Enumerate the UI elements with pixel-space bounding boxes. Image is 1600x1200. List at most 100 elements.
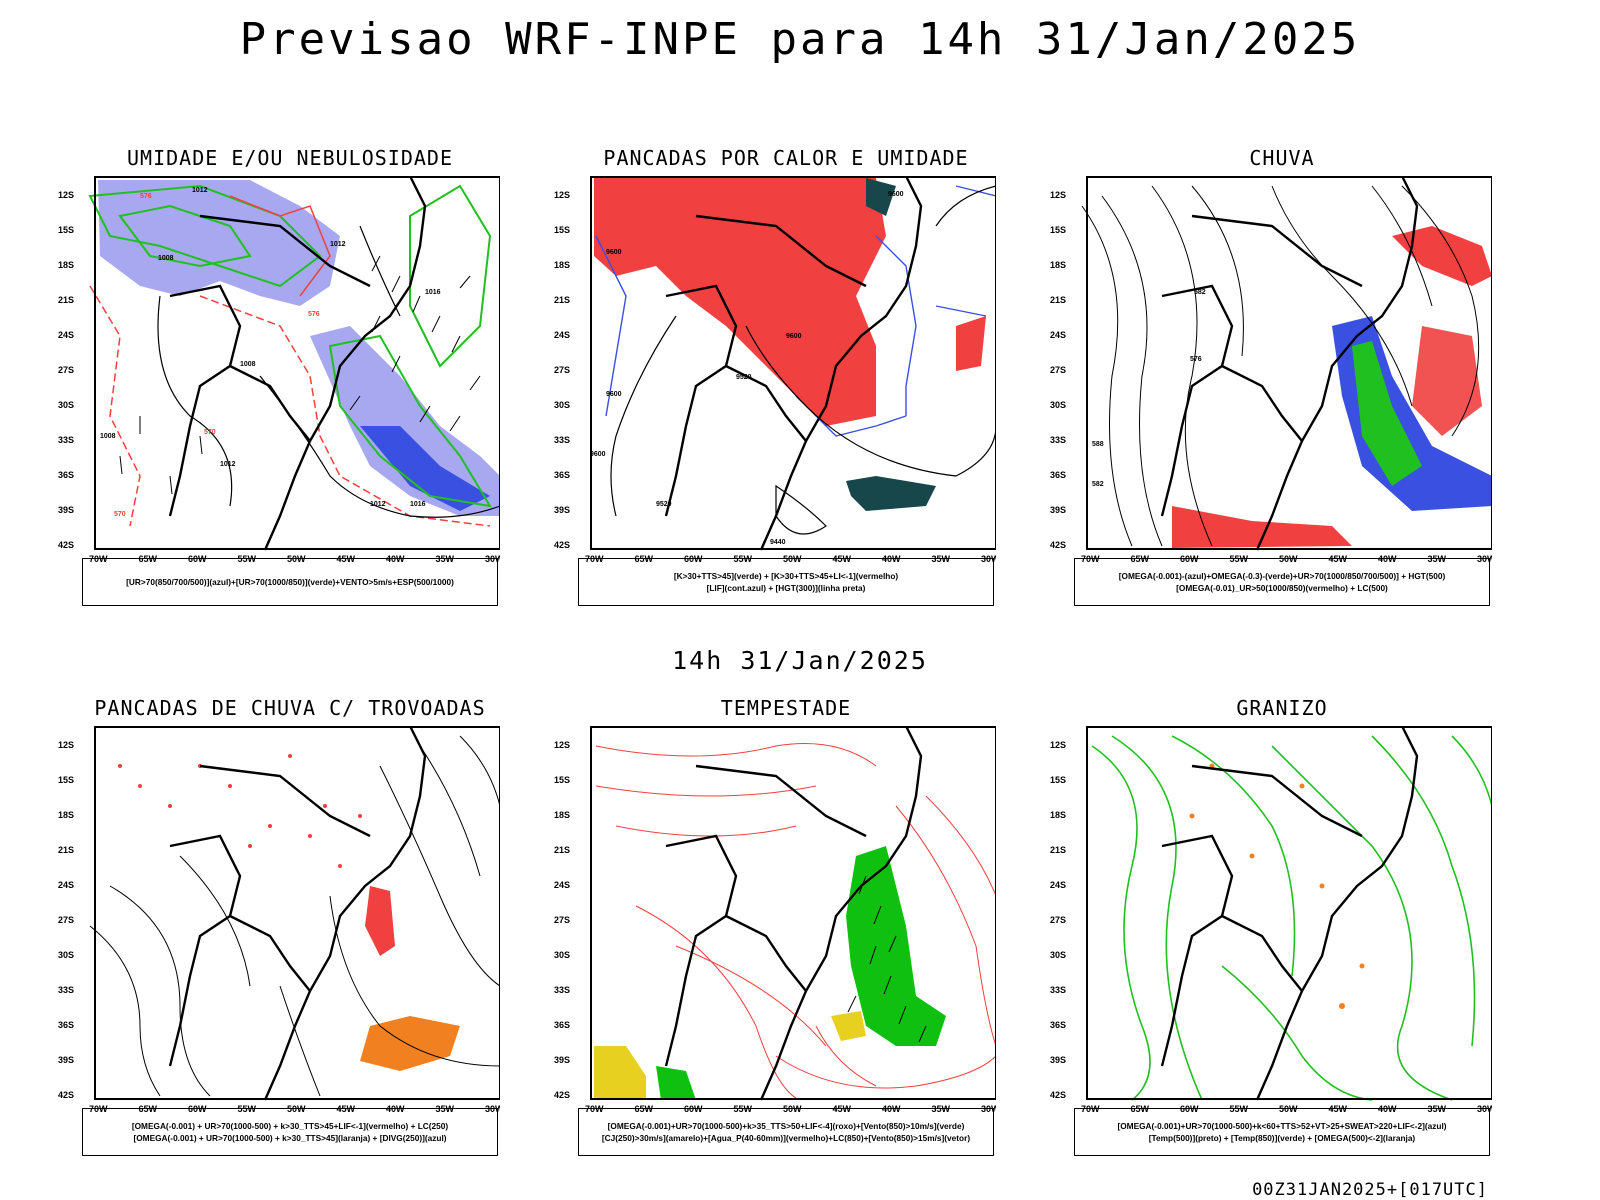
lon-tick-label: 55W (734, 1104, 753, 1114)
contour-label: 1012 (220, 461, 236, 468)
lat-tick-label: 36S (58, 1020, 74, 1030)
legend-line: [OMEGA(-0.001) + UR>70(1000-500) + k>30_… (131, 1121, 449, 1131)
orange-specks (1189, 763, 1365, 1009)
lon-tick-label: 45W (337, 554, 356, 564)
lat-tick-label: 21S (554, 845, 570, 855)
contour-label: 582 (1194, 289, 1206, 296)
lon-tick-label: 50W (287, 554, 306, 564)
contour-label: 9600 (786, 333, 802, 340)
lat-tick-label: 39S (1050, 505, 1066, 515)
legend-box: [K>30+TTS>45](verde) + [K>30+TTS>45+LI<-… (578, 558, 994, 606)
teal-fill-south (846, 476, 936, 511)
lon-tick-label: 30W (981, 1104, 996, 1114)
lat-tick-label: 42S (58, 1090, 74, 1100)
lat-tick-label: 33S (1050, 435, 1066, 445)
lat-tick-label: 39S (554, 505, 570, 515)
lat-tick-label: 33S (554, 435, 570, 445)
map-chuva: 582 576 582 588 12S 15S 18S 21S 24S 27S 30S 33S… (1050, 176, 1492, 564)
map-pancadas-trovoadas: 12S 15S 18S 21S 24S 27S 30S 33S 36S 39S 42S 70W 65W 6… (58, 726, 500, 1114)
green-contour-north-2 (118, 204, 252, 268)
lon-tick-label: 40W (386, 1104, 405, 1114)
lon-tick-label: 50W (287, 1104, 306, 1114)
red-fill-main (594, 178, 886, 426)
contour-label: 9520 (736, 374, 752, 381)
lat-tick-label: 36S (554, 470, 570, 480)
lon-tick-label: 60W (1180, 554, 1199, 564)
lat-tick-label: 36S (554, 1020, 570, 1030)
green-wind-fill-2 (656, 1066, 696, 1100)
continent-outline (664, 176, 923, 551)
legend-line: [Temp(500)](preto) + [Temp(850)](verde) … (1148, 1133, 1416, 1143)
lat-tick-label: 30S (58, 400, 74, 410)
panel-title: PANCADAS DE CHUVA C/ TROVOADAS (94, 696, 486, 720)
lon-tick-label: 60W (684, 1104, 703, 1114)
panel-title: UMIDADE E/OU NEBULOSIDADE (126, 146, 454, 170)
lon-tick-label: 60W (188, 554, 207, 564)
lon-tick-label: 65W (139, 1104, 158, 1114)
contour-label: 9440 (770, 539, 786, 546)
lon-tick-label: 65W (1131, 1104, 1150, 1114)
lat-tick-label: 24S (1050, 880, 1066, 890)
lat-tick-label: 18S (58, 810, 74, 820)
panel-tempestade: TEMPESTADE 12S 15S 18S 2 (554, 696, 996, 1176)
lon-tick-label: 70W (1081, 554, 1100, 564)
lat-tick-label: 39S (58, 1055, 74, 1065)
lon-tick-label: 65W (1131, 554, 1150, 564)
lon-tick-label: 70W (585, 1104, 604, 1114)
panel-title: TEMPESTADE (720, 696, 852, 720)
lon-tick-label: 30W (981, 554, 996, 564)
lon-tick-label: 55W (238, 1104, 257, 1114)
lat-tick-label: 15S (554, 775, 570, 785)
lon-tick-label: 65W (635, 1104, 654, 1114)
red-fill-south (816, 336, 876, 416)
lon-tick-label: 70W (89, 554, 108, 564)
lat-tick-label: 42S (58, 540, 74, 550)
continent-outline (664, 726, 923, 1101)
contour-label: 570 (204, 429, 216, 436)
lat-tick-label: 39S (554, 1055, 570, 1065)
panel-title: PANCADAS POR CALOR E UMIDADE (603, 146, 969, 170)
contour-label: 9600 (606, 249, 622, 256)
lat-tick-label: 12S (554, 740, 570, 750)
continent-outline (168, 176, 427, 551)
contour-label: 576 (308, 311, 320, 318)
teal-fill-north (866, 178, 896, 216)
contour-label: 9600 (888, 191, 904, 198)
red-specks (118, 754, 362, 868)
lon-tick-label: 35W (436, 1104, 455, 1114)
lat-tick-label: 24S (554, 880, 570, 890)
continent-outline (168, 726, 427, 1101)
lat-tick-label: 42S (1050, 540, 1066, 550)
lon-tick-label: 40W (882, 1104, 901, 1114)
lat-tick-label: 21S (58, 845, 74, 855)
lat-tick-label: 27S (554, 915, 570, 925)
lat-tick-label: 33S (554, 985, 570, 995)
panel-title: GRANIZO (1236, 696, 1328, 720)
map-labels: 1012 1008 1012 1016 1008 1012 1012 1016 … (100, 187, 441, 518)
contour-label: 1008 (158, 255, 174, 262)
lat-tick-label: 18S (554, 810, 570, 820)
lon-tick-label: 45W (1329, 554, 1348, 564)
panel-granizo: GRANIZO 12S 15S 18S 21S 24S 27S 30S 33S 36S 39S 42… (1050, 696, 1492, 1176)
lat-tick-label: 39S (58, 505, 74, 515)
lon-tick-label: 30W (485, 1104, 500, 1114)
red-fill-ocean (956, 316, 986, 371)
subtitle: 14h 31/Jan/2025 (672, 646, 928, 675)
panel-chuva: CHUVA 582 576 582 588 12S 15S 18S 21S (1050, 146, 1492, 626)
contour-label: 576 (1190, 356, 1202, 363)
lon-tick-label: 35W (932, 554, 951, 564)
lat-tick-label: 18S (1050, 810, 1066, 820)
lat-tick-label: 21S (1050, 845, 1066, 855)
contour-label: 1008 (240, 361, 256, 368)
lat-tick-label: 15S (58, 775, 74, 785)
lon-tick-label: 50W (1279, 1104, 1298, 1114)
contour-label: 588 (1092, 441, 1104, 448)
lat-tick-label: 18S (1050, 260, 1066, 270)
lon-tick-label: 30W (485, 554, 500, 564)
map-frame (590, 176, 996, 550)
map-frame (1086, 176, 1492, 550)
lat-tick-label: 12S (1050, 740, 1066, 750)
lon-tick-label: 60W (188, 1104, 207, 1114)
lat-tick-label: 30S (58, 950, 74, 960)
lat-tick-label: 15S (1050, 225, 1066, 235)
